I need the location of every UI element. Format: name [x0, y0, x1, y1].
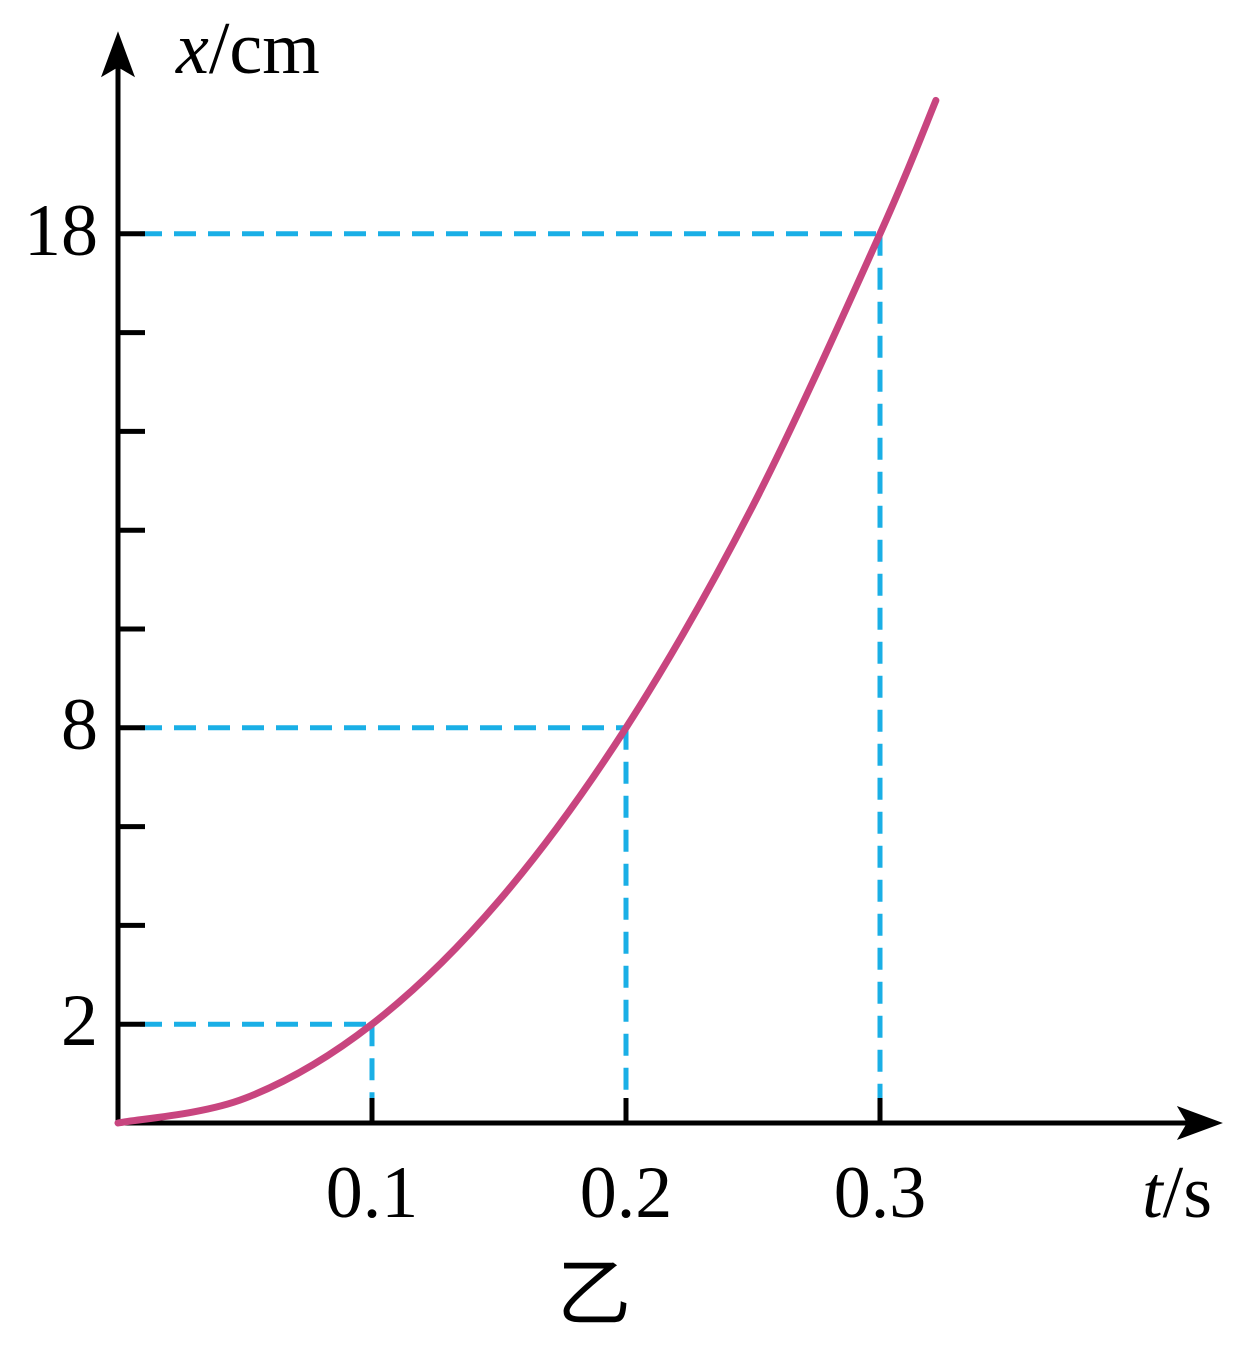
y-tick-label: 2 — [61, 980, 98, 1062]
x-axis-arrow — [1176, 1106, 1223, 1140]
x-axis-label: t/s — [1142, 1152, 1212, 1234]
y-axis-arrow — [101, 31, 135, 78]
y-tick-label: 18 — [24, 190, 98, 272]
y-tick-label: 8 — [61, 684, 98, 766]
y-axis-unit: /cm — [209, 8, 320, 90]
x-tick-label: 0.1 — [326, 1152, 419, 1234]
y-axis-label: x/cm — [175, 8, 320, 90]
x-tick-label: 0.2 — [580, 1152, 673, 1234]
caption: 乙 — [557, 1254, 631, 1336]
x-axis-unit: /s — [1163, 1152, 1212, 1234]
x-axis-var: t — [1142, 1152, 1165, 1234]
y-axis-var: x — [175, 8, 209, 90]
curve — [114, 96, 940, 1127]
x-tick-label: 0.3 — [834, 1152, 927, 1234]
